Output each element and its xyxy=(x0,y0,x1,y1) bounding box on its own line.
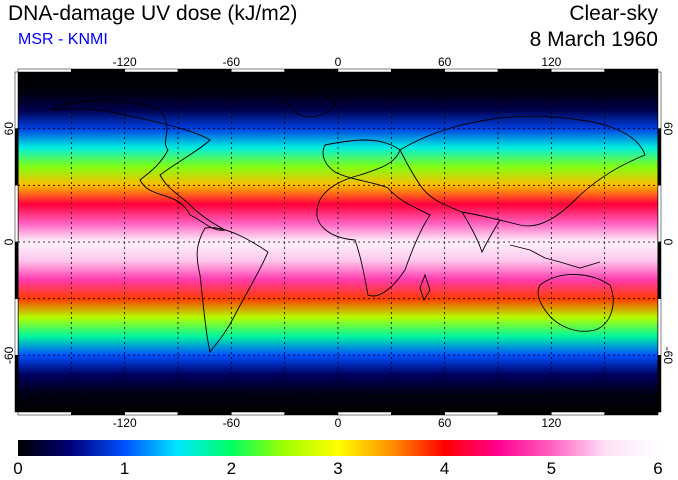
longitude-labels-top: -120 -60 0 60 120 xyxy=(113,55,562,69)
longitude-label: 120 xyxy=(541,55,561,69)
color-scale-label: 6 xyxy=(653,459,663,478)
longitude-label: -120 xyxy=(113,416,137,430)
color-scale-label: 0 xyxy=(13,459,23,478)
frame-segment xyxy=(284,411,339,416)
frame-segment xyxy=(657,298,662,356)
sky-condition-label: Clear-sky xyxy=(569,2,658,25)
frame-segment xyxy=(391,68,445,73)
frame-segment xyxy=(604,411,659,416)
color-scale-bar xyxy=(18,440,658,456)
frame-segment xyxy=(124,411,179,416)
frame-segment xyxy=(657,185,662,243)
frame-segment xyxy=(497,411,552,416)
latitude-label: 0 xyxy=(661,239,675,246)
frame-segment xyxy=(657,241,662,299)
frame-segment xyxy=(231,411,285,416)
frame-segment xyxy=(337,411,392,416)
latitude-label: 60 xyxy=(2,122,16,136)
frame-segment xyxy=(17,411,72,416)
coastlines xyxy=(18,92,658,401)
graticule xyxy=(18,72,658,412)
color-scale-label: 4 xyxy=(439,459,450,478)
frame-segment xyxy=(657,71,662,129)
frame-segment xyxy=(177,68,232,73)
latitude-label: -60 xyxy=(2,346,16,364)
longitude-label: -60 xyxy=(223,416,241,430)
frame-segment xyxy=(17,68,72,73)
map-title: DNA-damage UV dose (kJ/m2) xyxy=(8,2,298,25)
frame-segment xyxy=(284,68,339,73)
source-label: MSR - KNMI xyxy=(18,31,108,48)
frame-segment xyxy=(177,411,232,416)
longitude-label: 0 xyxy=(335,416,342,430)
longitude-label: 60 xyxy=(438,55,452,69)
color-scale-label: 3 xyxy=(333,459,343,478)
latitude-labels-left: 60 0 -60 xyxy=(2,122,16,364)
frame-segment xyxy=(71,411,125,416)
color-scale-label: 5 xyxy=(546,459,557,478)
frame-ticks xyxy=(14,68,662,416)
latitude-label: 60 xyxy=(661,122,675,136)
longitude-label: 0 xyxy=(335,55,342,69)
frame-segment xyxy=(657,128,662,186)
frame-segment xyxy=(231,68,285,73)
longitude-label: 60 xyxy=(438,416,452,430)
frame-segment xyxy=(14,241,19,299)
uv-dose-map: -120 -60 0 60 120 -120 -60 0 60 120 60 0 -60 60 0 -6… xyxy=(2,55,675,430)
frame-segment xyxy=(657,355,662,413)
frame-segment xyxy=(444,411,499,416)
longitude-labels-bottom: -120 -60 0 60 120 xyxy=(113,416,562,430)
frame-segment xyxy=(71,68,125,73)
color-scale-label: 1 xyxy=(119,459,130,478)
frame-segment xyxy=(124,68,179,73)
latitude-labels-right: 60 0 -60 xyxy=(661,122,675,364)
frame-segment xyxy=(14,185,19,243)
color-scale-label: 2 xyxy=(226,459,237,478)
date-label: 8 March 1960 xyxy=(529,28,658,51)
frame-segment xyxy=(604,68,659,73)
frame-segment xyxy=(551,411,605,416)
frame-segment xyxy=(551,68,605,73)
frame-segment xyxy=(497,68,552,73)
latitude-label: 0 xyxy=(2,238,16,245)
longitude-label: -60 xyxy=(223,55,241,69)
longitude-label: -120 xyxy=(113,55,137,69)
frame-segment xyxy=(14,128,19,186)
frame-segment xyxy=(444,68,499,73)
frame-segment xyxy=(14,71,19,129)
frame-segment xyxy=(337,68,392,73)
frame-segment xyxy=(14,355,19,413)
frame-segment xyxy=(391,411,445,416)
latitude-label: -60 xyxy=(661,347,675,365)
longitude-label: 120 xyxy=(541,416,561,430)
